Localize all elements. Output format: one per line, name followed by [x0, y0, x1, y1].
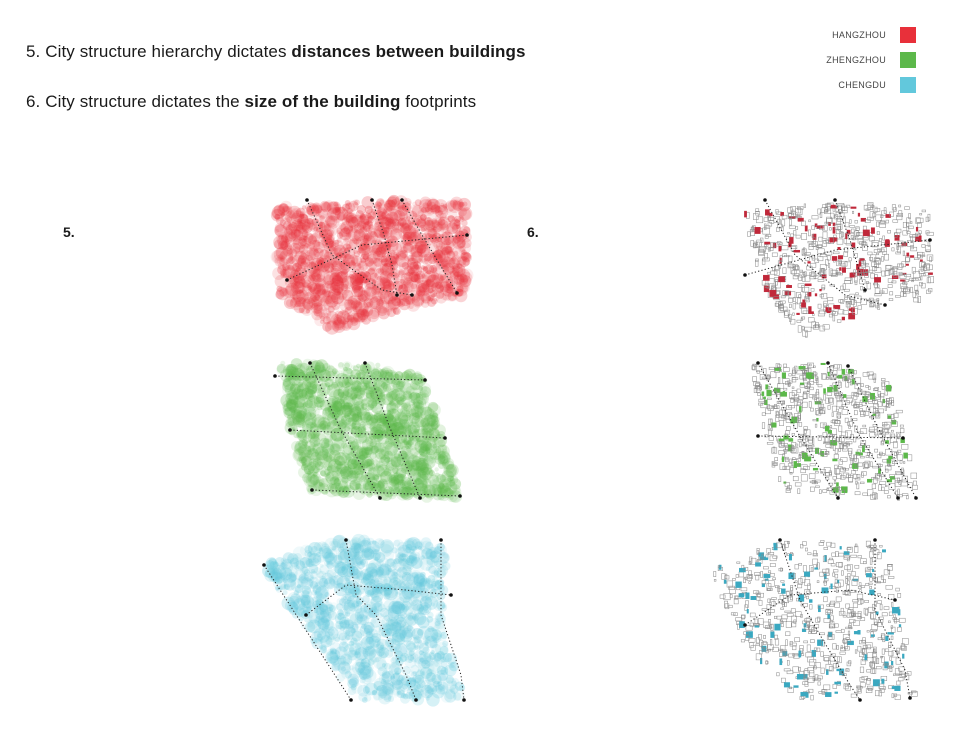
legend-item-chengdu: CHENGDU [826, 72, 916, 97]
road-path [763, 198, 887, 307]
road-path [288, 428, 447, 440]
legend-label-chengdu: CHENGDU [838, 79, 886, 90]
density-texture [270, 194, 474, 335]
legend-item-hangzhou: HANGZHOU [826, 22, 916, 47]
line6-bold: size of the building [244, 92, 401, 111]
legend-swatch-hangzhou [900, 26, 916, 43]
road-path [439, 538, 466, 702]
density-texture [262, 533, 466, 707]
road-path [273, 374, 427, 382]
line6-prefix: 6. City structure dictates the [26, 92, 245, 111]
road-path [308, 361, 382, 500]
road-path [756, 361, 840, 500]
road-path [826, 361, 900, 500]
building-footprints [751, 362, 918, 501]
road-path [873, 538, 912, 700]
hangzhou-density-map [270, 194, 474, 335]
legend-label-hangzhou: HANGZHOU [832, 29, 886, 40]
legend: HANGZHOU ZHENGZHOU CHENGDU [826, 22, 916, 97]
density-texture [276, 358, 463, 503]
hangzhou-footprint-map [743, 198, 934, 338]
road-path [400, 198, 459, 295]
heading-line-6: 6. City structure dictates the size of t… [26, 92, 476, 112]
building-footprints [744, 202, 934, 338]
road-path [743, 589, 897, 627]
road-path [778, 538, 862, 702]
road-path [370, 198, 399, 297]
road-path [344, 538, 418, 702]
road-path [756, 434, 905, 440]
legend-item-zhengzhou: ZHENGZHOU [826, 47, 916, 72]
zhengzhou-footprint-map [751, 361, 918, 501]
legend-label-zhengzhou: ZHENGZHOU [826, 54, 886, 65]
road-path [743, 238, 932, 277]
heading-line-5: 5. City structure hierarchy dictates dis… [26, 42, 526, 62]
line5-bold: distances between buildings [291, 42, 526, 61]
building-footprints [713, 540, 918, 701]
road-path [262, 563, 353, 702]
road-path [310, 488, 462, 498]
road-path [285, 233, 469, 282]
chengdu-density-map [262, 533, 466, 707]
legend-swatch-zhengzhou [900, 51, 916, 68]
section-label-6: 6. [527, 224, 539, 240]
line6-suffix: footprints [400, 92, 477, 111]
road-path [833, 198, 867, 292]
zhengzhou-density-map [273, 358, 463, 503]
road-path [304, 584, 453, 617]
chengdu-footprint-map [713, 538, 918, 702]
road-path [846, 364, 918, 500]
legend-swatch-chengdu [900, 76, 916, 93]
section-label-5: 5. [63, 224, 75, 240]
line5-prefix: 5. City structure hierarchy dictates [26, 42, 292, 61]
road-path [363, 361, 422, 500]
